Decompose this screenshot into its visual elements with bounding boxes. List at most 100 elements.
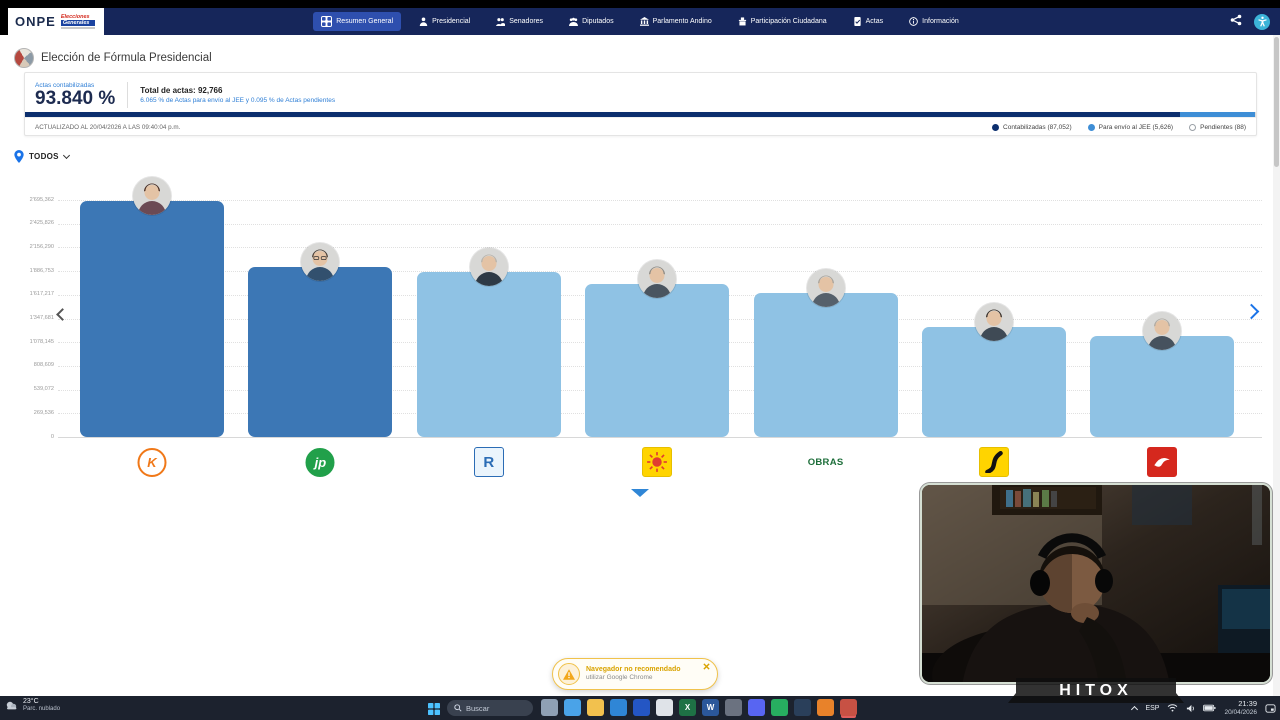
taskbar-app-task-view[interactable] [541,699,558,716]
party-logo-jp: jp [305,445,335,479]
divider [127,81,129,108]
taskbar-app-edge[interactable] [610,699,627,716]
y-tick-label: 2'156,290 [29,243,54,250]
party-logo-obras: OBRAS [807,456,844,468]
navbar-actions [1230,8,1270,35]
actas-icon [853,17,862,26]
elecciones-generales-badge: Elecciones Generales [60,14,95,30]
y-tick-label: 1'886,753 [29,267,54,274]
candidate-photo-k-amarillo [975,303,1013,341]
webcam-scene [922,485,1270,682]
taskbar-app-steam[interactable] [794,699,811,716]
diputados-icon [569,17,579,26]
region-filter-dropdown[interactable]: TODOS [14,150,70,163]
search-icon [454,704,462,712]
system-tray: ESP 21:39 20/04/2026 [1131,696,1276,720]
page-title: Elección de Fórmula Presidencial [14,48,212,68]
nav-item-actas[interactable]: Actas [845,13,892,30]
taskbar-app-mail[interactable] [656,699,673,716]
taskbar-app-file-explorer[interactable] [587,699,604,716]
taskbar-app-store[interactable] [633,699,650,716]
updated-timestamp: ACTUALIZADO AL 20/04/2026 A LAS 09:40:04… [35,123,181,131]
result-bar-k-amarillo[interactable] [922,303,1066,437]
wifi-icon[interactable] [1167,704,1178,712]
accessibility-icon[interactable] [1254,13,1270,30]
party-logo-k: K [137,445,167,479]
nav-item-informacion[interactable]: Información [901,13,967,30]
weather-temp: 23°C [23,698,39,705]
progress-segment-contabilizadas [25,112,1181,117]
expand-results-arrow[interactable] [631,489,649,497]
stream-watermark: HITOX [1008,678,1184,703]
toast-close-icon[interactable] [703,663,710,670]
senadores-icon [496,17,506,26]
toast-title: Navegador no recomendado [586,666,681,674]
tray-chevron-up-icon[interactable] [1131,705,1139,713]
result-bar-obras[interactable] [753,269,898,437]
taskbar-search[interactable] [447,700,533,716]
nav-item-participacion-ciudadana[interactable]: Participación Ciudadana [730,13,835,30]
y-tick-label: 1'078,145 [29,338,54,345]
page-scrollbar[interactable] [1273,35,1280,696]
taskbar-app-widgets[interactable] [564,699,581,716]
start-button[interactable] [428,702,440,715]
result-bar-r[interactable] [416,248,561,437]
election-seal-icon [14,48,34,68]
y-tick-label: 2'425,826 [29,220,54,227]
candidate-photo-r [469,248,508,286]
taskbar-app-discord[interactable] [748,699,765,716]
legend-item-pendientes: Pendientes (88) [1189,123,1246,131]
gridline [58,200,1262,201]
taskbar-weather-widget[interactable]: 23°C Parc. nublado [5,698,60,714]
language-indicator[interactable]: ESP [1145,704,1160,712]
y-tick-label: 539,072 [33,386,54,393]
nav-item-resumen-general[interactable]: Resumen General [313,12,402,31]
legend-item-contabilizadas: Contabilizadas (87,052) [992,123,1072,131]
party-logo-sol [642,445,673,479]
battery-icon[interactable] [1203,704,1216,712]
taskbar-app-stream-app[interactable] [840,699,857,716]
browser-warning-toast: Navegador no recomendado utilizar Google… [552,658,718,690]
progress-legend: Contabilizadas (87,052) Para envío al JEE… [992,123,1246,131]
taskbar-app-settings[interactable] [725,699,742,716]
candidate-photo-ave-roja [1143,312,1182,350]
y-tick-label: 0 [50,433,54,440]
legend-dot-icon [992,123,1000,131]
taskbar-app-whatsapp[interactable] [771,699,788,716]
taskbar-app-excel[interactable]: X [679,699,696,716]
result-bar-jp[interactable] [248,243,393,437]
actas-breakdown: 6.065 % de Actas para envío al JEE y 0.0… [140,96,336,104]
volume-icon[interactable] [1186,704,1195,713]
party-logo-ave-roja [1147,445,1178,479]
onpe-wordmark: ONPE [15,14,56,29]
actas-summary-card: Actas contabilizadas 93.840 % Total de a… [24,72,1257,136]
share-icon[interactable] [1230,13,1242,31]
nav-item-parlamento-andino[interactable]: Parlamento Andino [632,13,720,30]
taskbar-app-firefox[interactable] [817,699,834,716]
result-bar-k[interactable] [80,177,224,437]
legend-dot-icon [1189,123,1197,131]
taskbar-clock[interactable]: 21:39 20/04/2026 [1224,699,1257,717]
actas-contabilizadas-label: Actas contabilizadas [35,81,95,89]
party-logo-r: R [473,445,504,479]
nav-item-senadores[interactable]: Senadores [488,13,551,30]
taskbar-app-word[interactable]: W [702,699,719,716]
result-bar-sol[interactable] [585,260,730,437]
result-bar-ave-roja[interactable] [1090,312,1235,437]
nav-item-diputados[interactable]: Diputados [561,13,622,30]
onpe-logo[interactable]: ONPE Elecciones Generales [8,8,104,35]
gridline [58,247,1262,249]
cloud-icon [6,701,17,710]
y-tick-label: 1'617,217 [29,291,54,298]
scrollbar-thumb[interactable] [1274,37,1279,167]
nav-item-presidencial[interactable]: Presidencial [411,13,478,30]
screen-corner-letterbox [0,8,8,35]
search-input[interactable] [466,703,524,713]
results-bar-chart: 2'695,362 2'425,826 2'156,290 1'886,753 1'61… [0,170,1280,490]
y-tick-label: 2'695,362 [29,196,54,203]
notification-center-icon[interactable] [1265,703,1276,714]
legend-item-para-envio-al-jee: Para envío al JEE (5,626) [1087,123,1173,131]
total-actas: Total de actas: 92,766 [140,85,223,95]
legend-dot-icon [1087,123,1095,131]
